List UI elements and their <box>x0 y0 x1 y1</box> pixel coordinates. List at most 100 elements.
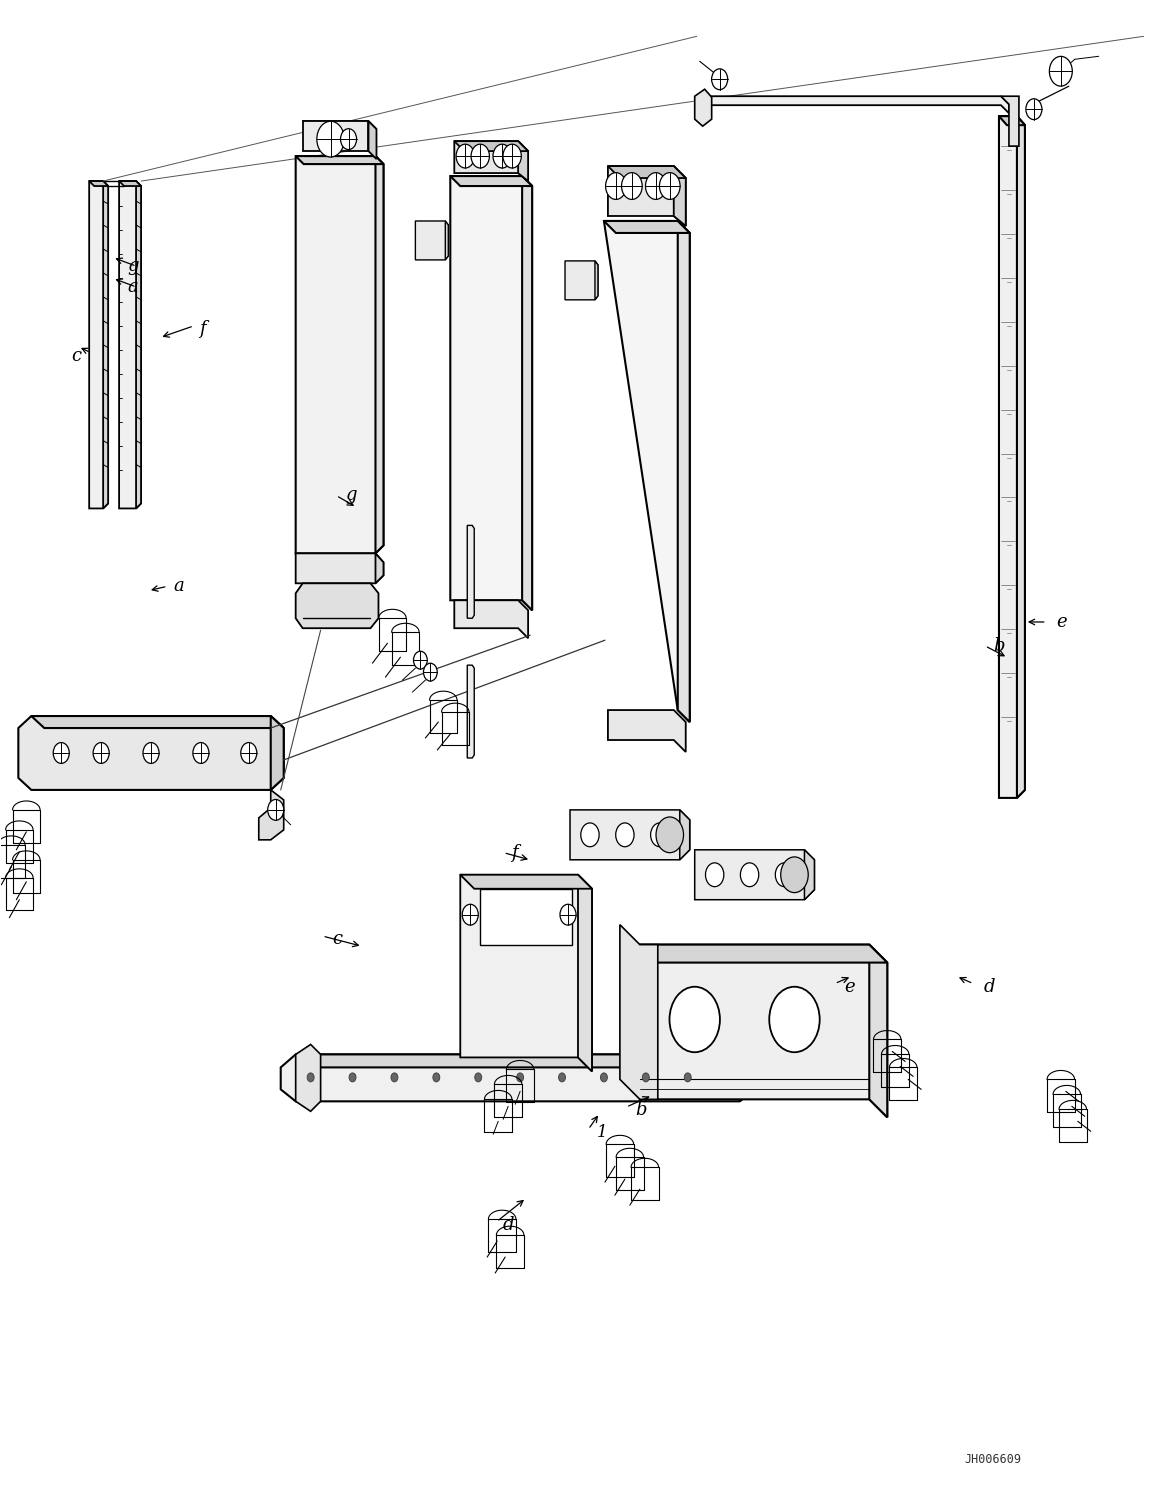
Polygon shape <box>578 875 592 1072</box>
Polygon shape <box>620 924 657 1099</box>
Circle shape <box>558 1074 565 1082</box>
Polygon shape <box>680 810 689 860</box>
Circle shape <box>705 863 724 887</box>
Polygon shape <box>31 716 284 728</box>
Polygon shape <box>280 1054 755 1102</box>
Text: g: g <box>128 258 139 276</box>
Text: f: f <box>511 844 518 862</box>
Polygon shape <box>295 553 384 583</box>
Circle shape <box>622 173 642 200</box>
Polygon shape <box>595 261 597 300</box>
Polygon shape <box>480 875 572 889</box>
Polygon shape <box>1017 116 1025 798</box>
Circle shape <box>93 743 109 763</box>
Polygon shape <box>604 221 689 233</box>
Circle shape <box>642 1074 649 1082</box>
Circle shape <box>660 173 680 200</box>
Circle shape <box>414 652 427 669</box>
Circle shape <box>616 823 634 847</box>
Polygon shape <box>608 166 686 177</box>
Text: JH006609: JH006609 <box>964 1452 1021 1466</box>
Circle shape <box>1049 57 1072 86</box>
Polygon shape <box>998 116 1025 798</box>
Polygon shape <box>998 116 1025 125</box>
Polygon shape <box>302 121 377 130</box>
Polygon shape <box>640 945 887 963</box>
Circle shape <box>650 823 669 847</box>
Polygon shape <box>468 525 475 619</box>
Polygon shape <box>454 142 529 151</box>
Polygon shape <box>518 142 529 180</box>
Circle shape <box>740 863 758 887</box>
Polygon shape <box>295 157 384 164</box>
Polygon shape <box>461 875 592 1072</box>
Circle shape <box>340 128 356 149</box>
Circle shape <box>780 857 808 893</box>
Polygon shape <box>522 176 532 610</box>
Text: a: a <box>128 279 139 297</box>
Circle shape <box>268 799 284 820</box>
Circle shape <box>670 987 720 1053</box>
Text: 1: 1 <box>596 1124 608 1141</box>
Circle shape <box>307 1074 314 1082</box>
Text: b: b <box>993 637 1004 655</box>
Polygon shape <box>369 121 377 160</box>
Circle shape <box>349 1074 356 1082</box>
Polygon shape <box>468 665 475 757</box>
Polygon shape <box>695 850 815 899</box>
Circle shape <box>53 743 69 763</box>
Polygon shape <box>804 850 815 899</box>
Polygon shape <box>259 790 284 839</box>
Polygon shape <box>446 221 448 259</box>
Polygon shape <box>454 601 529 638</box>
Polygon shape <box>640 945 887 1117</box>
Circle shape <box>456 145 475 168</box>
Polygon shape <box>480 889 572 945</box>
Circle shape <box>424 663 438 681</box>
Polygon shape <box>295 1054 755 1068</box>
Circle shape <box>580 823 599 847</box>
Polygon shape <box>454 142 529 180</box>
Polygon shape <box>119 180 141 186</box>
Polygon shape <box>295 583 378 628</box>
Polygon shape <box>461 875 592 889</box>
Text: c: c <box>332 930 342 948</box>
Circle shape <box>656 817 684 853</box>
Circle shape <box>475 1074 481 1082</box>
Polygon shape <box>678 221 689 722</box>
Circle shape <box>1026 98 1042 119</box>
Circle shape <box>471 145 489 168</box>
Circle shape <box>462 904 478 924</box>
Polygon shape <box>416 221 448 259</box>
Circle shape <box>601 1074 608 1082</box>
Polygon shape <box>695 89 711 127</box>
Circle shape <box>517 1074 524 1082</box>
Circle shape <box>193 743 209 763</box>
Polygon shape <box>295 157 384 553</box>
Polygon shape <box>18 716 284 790</box>
Polygon shape <box>695 97 1009 113</box>
Polygon shape <box>740 1054 755 1102</box>
Circle shape <box>560 904 576 924</box>
Text: d: d <box>984 978 995 996</box>
Circle shape <box>142 743 159 763</box>
Circle shape <box>606 173 626 200</box>
Polygon shape <box>119 180 141 508</box>
Text: b: b <box>635 1102 647 1120</box>
Polygon shape <box>295 1044 321 1111</box>
Text: e: e <box>1056 613 1067 631</box>
Polygon shape <box>302 121 369 151</box>
Circle shape <box>317 121 345 157</box>
Polygon shape <box>604 221 689 722</box>
Polygon shape <box>570 810 689 860</box>
Polygon shape <box>450 176 532 186</box>
Polygon shape <box>376 157 384 553</box>
Polygon shape <box>103 180 108 508</box>
Polygon shape <box>565 261 597 300</box>
Circle shape <box>711 69 727 89</box>
Circle shape <box>503 145 522 168</box>
Text: a: a <box>173 577 185 595</box>
Polygon shape <box>271 716 284 790</box>
Text: d: d <box>502 1215 514 1233</box>
Circle shape <box>391 1074 398 1082</box>
